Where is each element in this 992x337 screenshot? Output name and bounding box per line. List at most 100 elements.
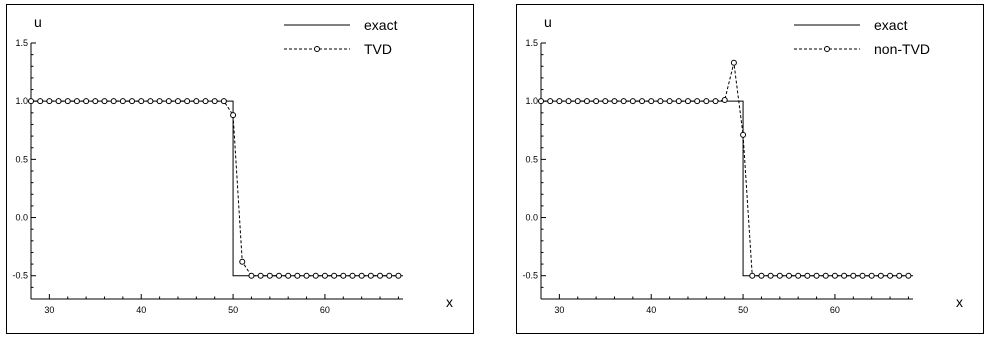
data-point-marker <box>202 98 209 105</box>
data-point-marker <box>749 272 756 279</box>
x-axis-label: x <box>446 294 453 310</box>
data-point-marker <box>831 272 838 279</box>
data-point-marker <box>37 98 44 105</box>
data-point-marker <box>684 98 691 105</box>
data-point-marker <box>593 98 600 105</box>
data-point-marker <box>276 272 282 279</box>
legend-marker <box>824 46 830 52</box>
x-tick-label: 60 <box>830 305 840 315</box>
data-point-marker <box>905 272 912 279</box>
data-point-marker <box>804 272 811 279</box>
data-point-marker <box>657 98 664 105</box>
data-point-marker <box>367 272 374 279</box>
x-tick-label: 40 <box>646 305 656 315</box>
data-point-marker <box>620 98 627 105</box>
data-point-marker <box>822 272 829 279</box>
data-point-marker <box>730 59 737 66</box>
data-point-marker <box>211 98 218 105</box>
x-tick-label: 50 <box>738 305 748 315</box>
series-line-numerical <box>31 100 399 277</box>
data-point-marker <box>602 98 609 105</box>
data-point-marker <box>110 98 117 105</box>
y-tick-label: -0.5 <box>12 271 28 281</box>
data-point-marker <box>648 98 655 105</box>
y-axis-label: u <box>34 14 42 30</box>
data-point-marker <box>639 98 646 105</box>
data-point-marker <box>767 272 774 279</box>
data-point-marker <box>156 98 163 105</box>
y-tick-label: 1.5 <box>15 38 28 48</box>
data-point-marker <box>721 97 728 104</box>
data-point-marker <box>193 98 200 105</box>
data-point-marker <box>694 98 701 105</box>
data-point-marker <box>340 272 347 279</box>
data-point-marker <box>46 98 53 105</box>
data-point-marker <box>556 98 563 105</box>
data-point-marker <box>64 98 71 105</box>
data-point-marker <box>386 272 393 279</box>
data-point-marker <box>712 98 719 105</box>
y-tick-label: 0.0 <box>525 213 538 223</box>
data-point-marker <box>887 272 894 279</box>
data-point-marker <box>165 98 172 105</box>
data-point-marker <box>28 98 34 105</box>
y-tick-label: 0.5 <box>525 154 538 164</box>
data-point-marker <box>841 272 848 279</box>
series-line-exact <box>31 100 403 277</box>
data-point-marker <box>850 272 857 279</box>
data-point-marker <box>565 98 572 105</box>
x-axis-label: x <box>956 294 963 310</box>
data-point-marker <box>294 272 301 279</box>
data-point-marker <box>184 98 191 105</box>
data-point-marker <box>73 98 80 105</box>
data-point-marker <box>349 272 356 279</box>
data-point-marker <box>583 98 590 105</box>
data-point-marker <box>129 98 136 105</box>
data-point-marker <box>257 272 264 279</box>
data-point-marker <box>776 272 783 279</box>
y-tick-label: 1.5 <box>525 38 538 48</box>
legend-label: exact <box>874 17 908 33</box>
legend-label: non-TVD <box>874 41 930 57</box>
series-line-numerical <box>541 62 909 277</box>
x-tick-label: 60 <box>320 305 330 315</box>
data-point-marker <box>92 98 99 105</box>
data-point-marker <box>813 272 820 279</box>
legend-marker <box>314 46 320 52</box>
y-axis-label: u <box>544 14 552 30</box>
y-tick-label: -0.5 <box>522 271 538 281</box>
data-point-marker <box>395 272 402 279</box>
data-point-marker <box>547 98 554 105</box>
data-point-marker <box>675 98 682 105</box>
data-point-marker <box>220 98 227 105</box>
data-point-marker <box>101 98 108 105</box>
legend-label: exact <box>364 17 398 33</box>
data-point-marker <box>55 98 62 105</box>
y-tick-label: 1.0 <box>15 96 28 106</box>
data-point-marker <box>666 98 673 105</box>
data-point-marker <box>786 272 792 279</box>
y-tick-label: 0.5 <box>15 154 28 164</box>
x-tick-label: 40 <box>136 305 146 315</box>
data-point-marker <box>174 98 181 105</box>
data-point-marker <box>266 272 273 279</box>
data-point-marker <box>859 272 866 279</box>
legend-label: TVD <box>364 41 392 57</box>
data-point-marker <box>868 272 875 279</box>
data-point-marker <box>312 272 319 279</box>
data-point-marker <box>377 272 384 279</box>
data-point-marker <box>795 272 802 279</box>
chart-non-tvd: 30 40 50 60 1.5 1.0 0.5 0.0 -0.5 u x exact non-TVD <box>522 14 963 315</box>
chart-tvd: 30 40 50 60 1.5 1.0 0.5 0.0 -0.5 u x exact TVD <box>12 14 453 315</box>
data-point-marker <box>119 98 126 105</box>
y-tick-label: 1.0 <box>525 96 538 106</box>
data-point-marker <box>285 272 292 279</box>
data-point-marker <box>896 272 903 279</box>
chart-panel-non-tvd: 30 40 50 60 1.5 1.0 0.5 0.0 -0.5 u x exact non-TVD <box>516 4 984 334</box>
data-point-marker <box>611 98 618 105</box>
data-point-marker <box>83 98 90 105</box>
data-point-marker <box>629 98 636 105</box>
x-tick-label: 30 <box>44 305 54 315</box>
data-point-marker <box>147 98 154 105</box>
x-tick-label: 30 <box>554 305 564 315</box>
